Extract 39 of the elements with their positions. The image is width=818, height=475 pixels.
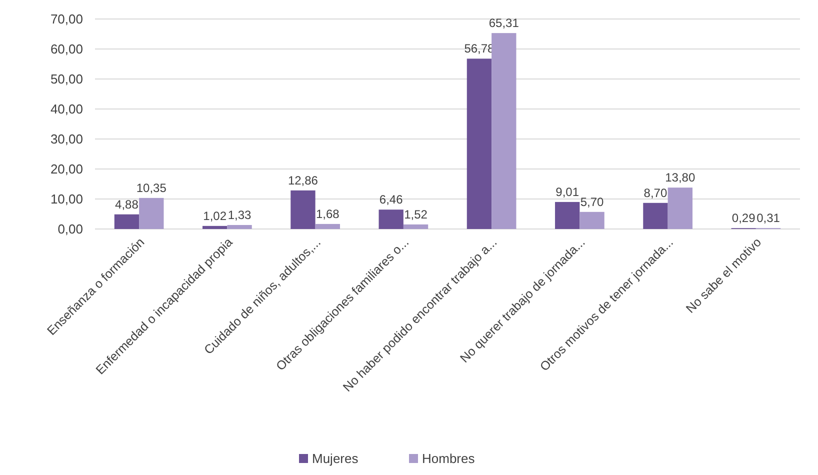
data-label: 1,33 bbox=[228, 208, 252, 222]
data-label: 10,35 bbox=[136, 180, 167, 195]
bar bbox=[643, 202, 668, 229]
data-label: 12,86 bbox=[288, 173, 318, 188]
data-label: 8,70 bbox=[644, 186, 668, 200]
legend-label: Hombres bbox=[422, 451, 476, 466]
bar bbox=[492, 33, 516, 229]
bar bbox=[315, 224, 340, 229]
data-label: 13,80 bbox=[665, 170, 696, 185]
bar bbox=[290, 190, 316, 229]
data-label: 65,31 bbox=[488, 16, 520, 30]
bar bbox=[466, 58, 492, 229]
y-tick-label: 70,00 bbox=[50, 12, 83, 27]
y-tick-label: 50,00 bbox=[50, 72, 83, 87]
bar bbox=[668, 188, 692, 229]
data-label: 6,46 bbox=[379, 192, 404, 207]
bar bbox=[403, 224, 428, 229]
y-tick-label: 20,00 bbox=[50, 162, 83, 177]
bar bbox=[580, 212, 604, 229]
data-label: 0,31 bbox=[756, 211, 780, 226]
data-label: 1,52 bbox=[404, 207, 428, 222]
data-label: 9,01 bbox=[556, 184, 580, 199]
bar bbox=[378, 210, 404, 229]
data-label: 0,29 bbox=[732, 211, 756, 226]
bar bbox=[139, 198, 164, 229]
legend-label: Mujeres bbox=[312, 451, 359, 466]
y-tick-label: 40,00 bbox=[50, 102, 83, 117]
y-tick-label: 0,00 bbox=[58, 222, 83, 237]
data-label: 4,88 bbox=[115, 197, 139, 212]
bar bbox=[202, 226, 228, 229]
data-label: 1,02 bbox=[203, 208, 227, 223]
bar bbox=[114, 214, 140, 229]
y-tick-label: 30,00 bbox=[50, 132, 83, 147]
y-tick-label: 60,00 bbox=[50, 42, 83, 57]
data-label: 5,70 bbox=[580, 194, 604, 209]
bar bbox=[555, 202, 580, 229]
bar bbox=[227, 225, 252, 229]
data-label: 1,68 bbox=[316, 206, 340, 221]
y-tick-label: 10,00 bbox=[50, 192, 83, 207]
